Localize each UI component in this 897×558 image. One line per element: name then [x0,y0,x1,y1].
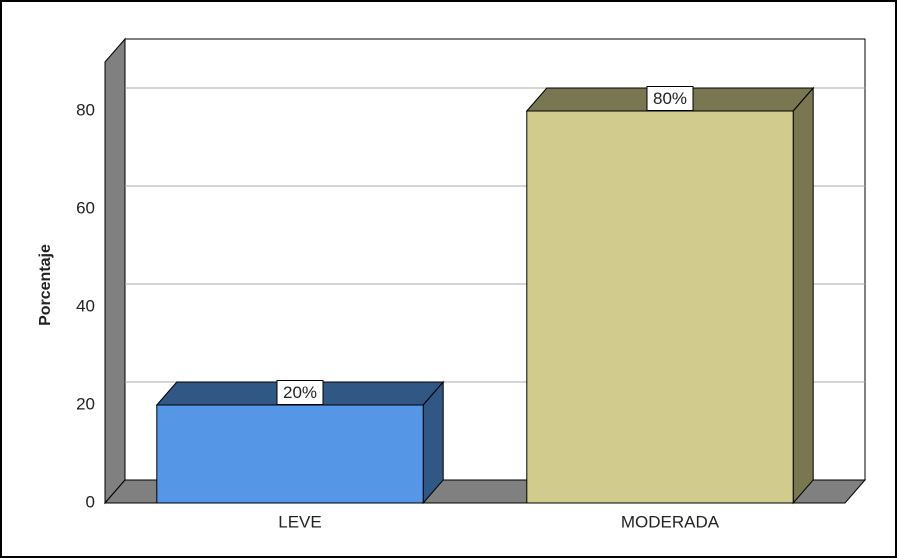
value-label: 20% [283,383,317,402]
y-tick-label: 40 [76,296,95,315]
left-wall [104,37,126,505]
y-tick-label: 60 [76,198,95,217]
bar [526,110,794,504]
value-label-box [276,380,324,405]
y-axis-label: Porcentaje [37,244,54,326]
value-label-box [646,86,694,111]
y-tick-label: 0 [86,492,95,511]
y-tick-label: 20 [76,394,95,413]
x-tick-label: LEVE [278,512,321,531]
x-tick-label: MODERADA [621,512,720,531]
value-label: 80% [653,89,687,108]
bar [156,404,424,504]
y-tick-label: 80 [76,100,95,119]
bar-side [792,86,814,505]
